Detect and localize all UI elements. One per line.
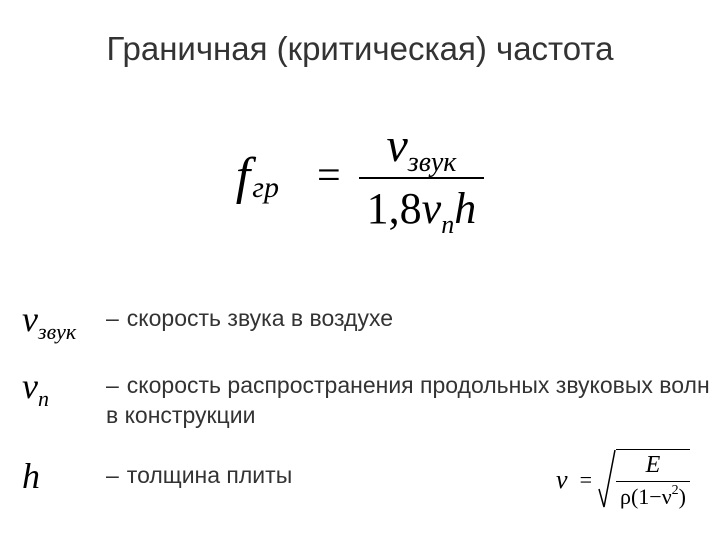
sqrt: E ρ(1−ν2) — [598, 449, 690, 510]
legend-var: ν — [22, 366, 38, 406]
small-close: ) — [679, 484, 686, 509]
legend-symbol: νзвук — [16, 298, 106, 341]
formula-lhs-sub: гр — [252, 171, 279, 205]
main-formula: fгр = νзвук 1,8νпh — [0, 118, 720, 258]
numerator-sub: звук — [408, 147, 457, 178]
legend-sub: звук — [38, 319, 76, 344]
formula-lhs-var: f — [236, 147, 250, 206]
legend-desc: скорость звука в воздухе — [127, 305, 393, 331]
sqrt-content: E ρ(1−ν2) — [616, 449, 690, 510]
legend-dash: – — [106, 372, 119, 398]
denom-var1: ν — [422, 184, 442, 233]
legend-dash: – — [106, 305, 119, 331]
formula-fraction: νзвук 1,8νпh — [359, 118, 485, 234]
legend-row: νп –скорость распространения продольных … — [16, 365, 720, 431]
denom-coeff: 1,8 — [367, 184, 422, 233]
formula-equals: = — [317, 152, 341, 200]
denom-var2: h — [454, 184, 476, 233]
small-sup: 2 — [672, 483, 679, 498]
small-numerator: E — [626, 452, 681, 481]
legend-desc: скорость распространения продольных звук… — [106, 372, 710, 428]
legend-var: h — [22, 456, 40, 496]
small-rho: ρ — [620, 484, 631, 509]
small-lhs: ν — [556, 465, 568, 495]
denom-var1-sub: п — [441, 210, 454, 239]
small-nu: ν — [662, 484, 672, 509]
legend-sub: п — [38, 386, 49, 411]
legend-dash: – — [106, 462, 119, 488]
small-formula: ν = E ρ(1−ν2) — [556, 449, 690, 510]
legend-symbol: h — [16, 455, 106, 498]
numerator-var: ν — [386, 119, 407, 172]
page-title: Граничная (критическая) частота — [0, 0, 720, 68]
legend-desc: толщина плиты — [127, 462, 292, 488]
legend-symbol: νп — [16, 365, 106, 408]
legend-text: –скорость звука в воздухе — [106, 298, 393, 334]
small-eq: = — [580, 467, 592, 493]
small-denominator: ρ(1−ν2) — [616, 482, 690, 510]
sqrt-radical-icon — [598, 449, 616, 510]
legend-text: –толщина плиты — [106, 455, 292, 491]
legend-row: νзвук –скорость звука в воздухе — [16, 298, 720, 341]
small-minus: − — [649, 484, 661, 509]
legend-text: –скорость распространения продольных зву… — [106, 365, 720, 431]
legend-var: ν — [22, 299, 38, 339]
small-open: (1 — [631, 484, 649, 509]
